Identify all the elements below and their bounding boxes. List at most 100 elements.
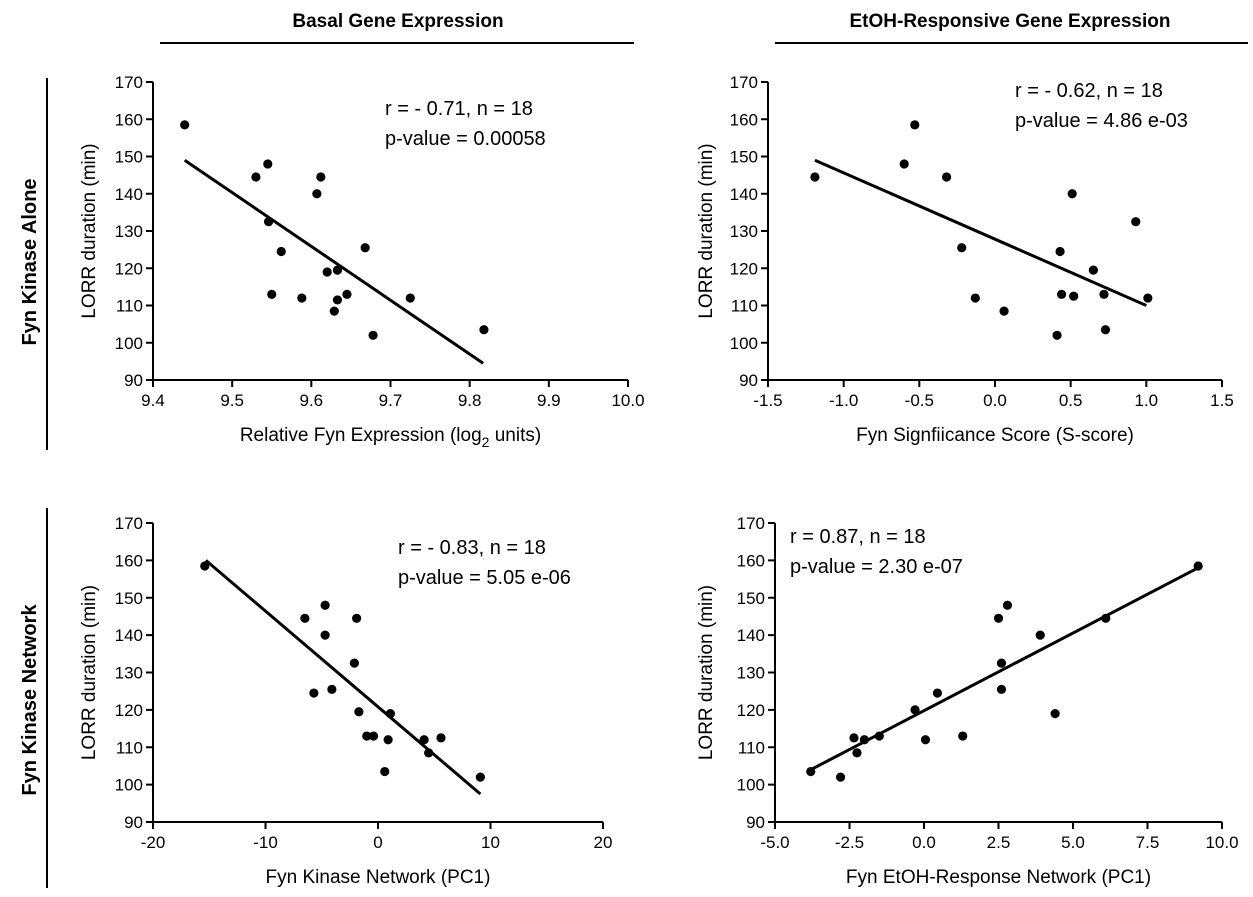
y-tick-label: 150: [730, 148, 758, 167]
data-point: [899, 159, 909, 169]
x-tick-label: -20: [141, 833, 166, 852]
x-tick-label: 0.0: [983, 391, 1007, 410]
y-tick-label: 110: [731, 297, 758, 316]
data-point: [354, 707, 364, 717]
data-point: [479, 325, 489, 335]
data-point: [1050, 709, 1060, 719]
data-point: [332, 295, 343, 305]
x-tick-label: 9.4: [141, 391, 165, 410]
data-point: [368, 330, 378, 340]
data-point: [312, 189, 322, 199]
data-point: [300, 613, 310, 623]
data-point: [320, 600, 330, 610]
data-point: [263, 159, 273, 169]
data-point: [910, 705, 920, 715]
data-point: [385, 709, 395, 719]
data-point: [297, 293, 307, 303]
data-point: [436, 733, 446, 743]
y-tick-label: 90: [124, 813, 143, 832]
y-tick-label: 110: [116, 738, 143, 757]
data-point: [405, 293, 415, 303]
data-point: [852, 748, 862, 758]
scatter-panel-basal-alone: 90 100 110 120 130 140 150 160 170 9.4 9.5 9.6 9.7 9.…: [79, 73, 645, 450]
data-point: [810, 172, 820, 182]
data-point: [320, 630, 330, 640]
y-tick-label: 130: [115, 664, 143, 683]
x-tick-label: 9.8: [458, 391, 482, 410]
x-tick-label: 1.0: [1135, 391, 1159, 410]
data-point: [475, 772, 485, 782]
regression-line: [204, 559, 482, 796]
data-point: [180, 120, 190, 130]
data-point: [309, 688, 319, 698]
data-point: [874, 731, 884, 741]
x-tick-label: 0: [373, 833, 382, 852]
column-header-etoh: EtOH-Responsive Gene Expression: [850, 11, 1171, 32]
data-point: [835, 772, 846, 782]
y-tick-label: 170: [115, 73, 143, 92]
x-tick-label: 0.5: [1059, 391, 1083, 410]
y-axis-title: LORR duration (min): [79, 585, 100, 760]
data-point: [1143, 293, 1153, 303]
stat-annotation: p-value = 2.30 e-07: [790, 556, 963, 578]
data-point: [267, 289, 277, 299]
x-tick-label: 5.0: [1061, 833, 1085, 852]
y-tick-label: 90: [124, 371, 143, 390]
data-point: [1067, 189, 1077, 199]
row-header-network: Fyn Kinase Network: [19, 604, 41, 796]
x-axis-title-main: Fyn Signfiicance Score (S-score): [856, 425, 1134, 446]
data-point: [932, 688, 943, 698]
x-tick-label: 0.0: [912, 833, 936, 852]
x-tick-label: 9.9: [537, 391, 561, 410]
y-axis-title: LORR duration (min): [696, 143, 717, 318]
y-tick-label: 150: [737, 589, 765, 608]
data-point: [1056, 289, 1067, 299]
x-tick-label: 10.0: [611, 391, 644, 410]
x-tick-label: 9.5: [220, 391, 244, 410]
data-point: [349, 658, 359, 668]
y-tick-label: 130: [115, 222, 143, 241]
y-tick-label: 100: [115, 776, 143, 795]
data-point: [316, 172, 326, 182]
scatter-panel-etoh-network: 90 100 110 120 130 140 150 160 170 -5.0 -2.5 0.0 2.5…: [696, 514, 1239, 888]
data-point: [941, 172, 952, 182]
data-point: [1131, 217, 1141, 227]
x-axis-title-main: Fyn EtOH-Response Network (PC1): [846, 867, 1151, 888]
y-tick-label: 100: [115, 334, 143, 353]
stat-annotation: p-value = 5.05 e-06: [398, 567, 571, 589]
stat-annotation: p-value = 4.86 e-03: [1015, 110, 1188, 132]
data-point: [957, 243, 967, 253]
data-point: [383, 735, 393, 745]
y-tick-label: 130: [737, 664, 765, 683]
y-tick-label: 140: [737, 626, 765, 645]
scatter-panel-basal-network: 90 100 110 120 130 140 150 160 170 -20 -10 0 10 20 Fyn…: [79, 514, 612, 888]
y-tick-label: 160: [115, 110, 143, 129]
data-point: [352, 613, 362, 623]
x-tick-label: -5.0: [760, 833, 789, 852]
data-point: [322, 267, 332, 277]
x-tick-label: 10: [481, 833, 500, 852]
data-point: [342, 289, 352, 299]
row-header-alone: Fyn Kinase Alone: [19, 178, 41, 345]
data-point: [327, 684, 337, 694]
y-tick-label: 110: [116, 297, 143, 316]
data-point: [419, 735, 429, 745]
data-point: [920, 735, 931, 745]
y-tick-label: 110: [738, 738, 765, 757]
column-header-basal: Basal Gene Expression: [292, 11, 503, 32]
data-point: [1052, 330, 1062, 340]
y-tick-label: 140: [115, 185, 143, 204]
y-tick-label: 100: [730, 334, 758, 353]
data-point: [910, 120, 920, 130]
data-point: [1069, 291, 1079, 301]
y-tick-label: 120: [730, 259, 758, 278]
stat-annotation: r = 0.87, n = 18: [790, 526, 926, 548]
y-tick-label: 140: [730, 185, 758, 204]
x-axis-title: Fyn Signfiicance Score (S-score): [856, 425, 1134, 446]
data-point: [1002, 600, 1013, 610]
x-axis-title: Fyn Kinase Network (PC1): [266, 867, 491, 888]
y-tick-label: 130: [730, 222, 758, 241]
x-tick-label: 20: [594, 833, 613, 852]
x-axis-title: Relative Fyn Expression (log2 units): [240, 425, 541, 450]
